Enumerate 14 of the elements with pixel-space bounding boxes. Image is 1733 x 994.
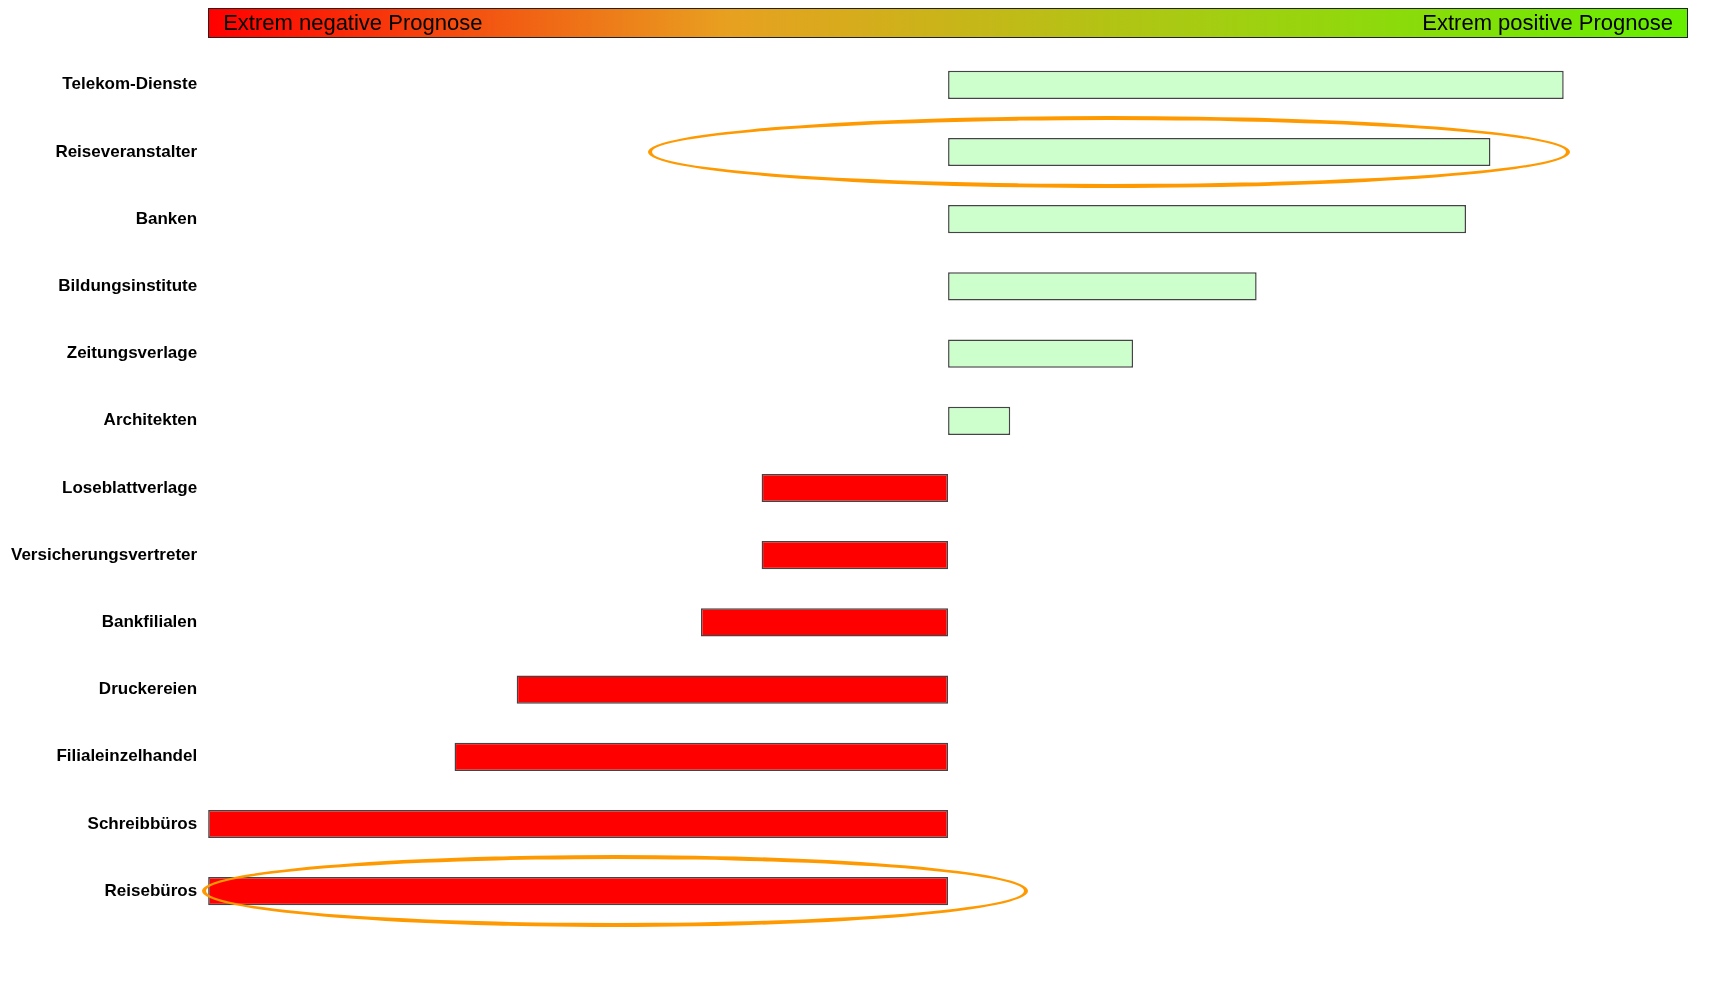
y-tick-label: Reiseveranstalter — [55, 141, 198, 161]
y-tick-label: Zeitungsverlage — [66, 343, 198, 363]
y-tick-label: Schreibbüros — [87, 813, 198, 833]
gradient-scale: Extrem negative Prognose Extrem positive Prognose — [208, 8, 1688, 38]
y-tick-label: Versicherungsvertreter — [11, 544, 198, 564]
y-tick-label: Architekten — [103, 410, 198, 430]
y-tick-label: Banken — [135, 208, 198, 228]
y-tick-label: Telekom-Dienste — [62, 74, 198, 94]
y-tick-label: Filialeinzelhandel — [56, 746, 198, 766]
y-tick-label: Reisebüros — [104, 880, 198, 900]
y-tick-label: Loseblattverlage — [62, 477, 198, 497]
y-tick-label: Bildungsinstitute — [58, 276, 198, 296]
y-tick-label: Druckereien — [98, 679, 198, 699]
y-tick-label: Bankfilialen — [101, 612, 198, 632]
